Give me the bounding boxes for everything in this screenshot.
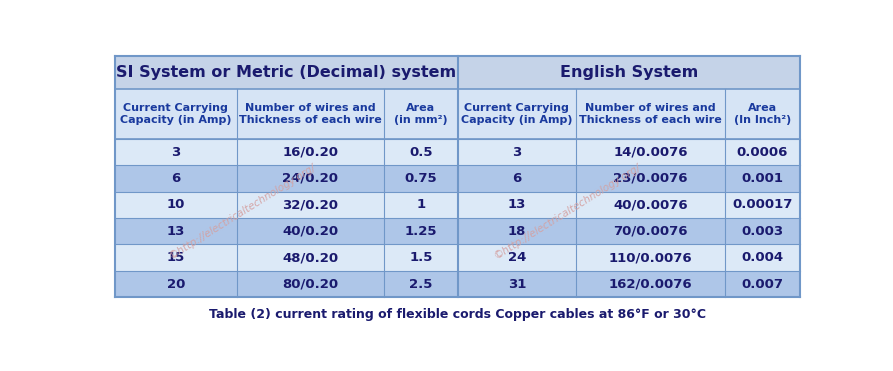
Text: 1: 1	[416, 198, 425, 211]
FancyBboxPatch shape	[725, 139, 800, 165]
FancyBboxPatch shape	[237, 192, 384, 218]
Text: 6: 6	[512, 172, 522, 185]
Text: SI System or Metric (Decimal) system: SI System or Metric (Decimal) system	[116, 65, 456, 80]
Text: 80/0.20: 80/0.20	[282, 278, 338, 290]
FancyBboxPatch shape	[237, 271, 384, 297]
FancyBboxPatch shape	[458, 218, 576, 244]
Text: 1.25: 1.25	[405, 225, 437, 238]
Text: 162/0.0076: 162/0.0076	[608, 278, 692, 290]
Text: 40/0.20: 40/0.20	[282, 225, 338, 238]
FancyBboxPatch shape	[384, 165, 458, 192]
FancyBboxPatch shape	[458, 192, 576, 218]
Text: 16/0.20: 16/0.20	[282, 145, 338, 158]
Text: Current Carrying
Capacity (in Amp): Current Carrying Capacity (in Amp)	[461, 103, 572, 125]
FancyBboxPatch shape	[384, 271, 458, 297]
Text: 0.5: 0.5	[409, 145, 432, 158]
FancyBboxPatch shape	[458, 165, 576, 192]
FancyBboxPatch shape	[384, 139, 458, 165]
FancyBboxPatch shape	[115, 192, 237, 218]
FancyBboxPatch shape	[576, 89, 725, 139]
FancyBboxPatch shape	[384, 89, 458, 139]
Text: 0.001: 0.001	[741, 172, 783, 185]
Text: 6: 6	[171, 172, 180, 185]
Text: 0.004: 0.004	[741, 251, 784, 264]
Text: 48/0.20: 48/0.20	[282, 251, 338, 264]
Text: 20: 20	[167, 278, 185, 290]
FancyBboxPatch shape	[115, 165, 237, 192]
Text: 0.003: 0.003	[741, 225, 784, 238]
FancyBboxPatch shape	[458, 244, 576, 271]
Text: Area
(In Inch²): Area (In Inch²)	[734, 103, 791, 125]
Text: ©http://electricaltechnology.org/: ©http://electricaltechnology.org/	[492, 162, 643, 261]
Text: 70/0.0076: 70/0.0076	[613, 225, 688, 238]
Text: Number of wires and
Thickness of each wire: Number of wires and Thickness of each wi…	[579, 103, 722, 125]
FancyBboxPatch shape	[576, 271, 725, 297]
FancyBboxPatch shape	[237, 244, 384, 271]
Text: 24/0.20: 24/0.20	[282, 172, 338, 185]
FancyBboxPatch shape	[115, 244, 237, 271]
FancyBboxPatch shape	[237, 139, 384, 165]
FancyBboxPatch shape	[115, 218, 237, 244]
Text: 23/0.0076: 23/0.0076	[613, 172, 688, 185]
Text: Current Carrying
Capacity (in Amp): Current Carrying Capacity (in Amp)	[121, 103, 231, 125]
Text: ©http://electricaltechnology.org/: ©http://electricaltechnology.org/	[167, 162, 317, 261]
FancyBboxPatch shape	[384, 244, 458, 271]
Text: 1.5: 1.5	[409, 251, 432, 264]
FancyBboxPatch shape	[725, 89, 800, 139]
Text: 0.00017: 0.00017	[732, 198, 793, 211]
FancyBboxPatch shape	[458, 89, 576, 139]
Text: 0.007: 0.007	[741, 278, 783, 290]
FancyBboxPatch shape	[458, 56, 800, 89]
FancyBboxPatch shape	[115, 139, 237, 165]
FancyBboxPatch shape	[237, 89, 384, 139]
Text: 15: 15	[167, 251, 185, 264]
FancyBboxPatch shape	[576, 218, 725, 244]
Text: English System: English System	[560, 65, 698, 80]
FancyBboxPatch shape	[576, 244, 725, 271]
FancyBboxPatch shape	[725, 192, 800, 218]
FancyBboxPatch shape	[576, 139, 725, 165]
Text: 10: 10	[167, 198, 185, 211]
Text: 18: 18	[507, 225, 526, 238]
FancyBboxPatch shape	[237, 218, 384, 244]
Text: 24: 24	[507, 251, 526, 264]
FancyBboxPatch shape	[458, 271, 576, 297]
FancyBboxPatch shape	[725, 271, 800, 297]
FancyBboxPatch shape	[725, 244, 800, 271]
Text: 32/0.20: 32/0.20	[282, 198, 338, 211]
Text: 13: 13	[167, 225, 185, 238]
Text: 0.0006: 0.0006	[737, 145, 789, 158]
FancyBboxPatch shape	[115, 56, 458, 89]
FancyBboxPatch shape	[237, 165, 384, 192]
FancyBboxPatch shape	[384, 192, 458, 218]
FancyBboxPatch shape	[115, 271, 237, 297]
Text: 2.5: 2.5	[409, 278, 432, 290]
FancyBboxPatch shape	[576, 165, 725, 192]
Text: Table (2) current rating of flexible cords Copper cables at 86°F or 30°C: Table (2) current rating of flexible cor…	[209, 308, 706, 321]
Text: 110/0.0076: 110/0.0076	[608, 251, 692, 264]
Text: 3: 3	[171, 145, 180, 158]
Text: Area
(in mm²): Area (in mm²)	[394, 103, 447, 125]
FancyBboxPatch shape	[576, 192, 725, 218]
Text: Number of wires and
Thickness of each wire: Number of wires and Thickness of each wi…	[239, 103, 381, 125]
Text: 13: 13	[507, 198, 526, 211]
FancyBboxPatch shape	[725, 218, 800, 244]
FancyBboxPatch shape	[384, 218, 458, 244]
FancyBboxPatch shape	[458, 139, 576, 165]
Text: 0.75: 0.75	[405, 172, 438, 185]
Text: 14/0.0076: 14/0.0076	[613, 145, 688, 158]
FancyBboxPatch shape	[725, 165, 800, 192]
FancyBboxPatch shape	[115, 89, 237, 139]
Text: 31: 31	[507, 278, 526, 290]
Text: 3: 3	[512, 145, 522, 158]
Text: 40/0.0076: 40/0.0076	[613, 198, 688, 211]
